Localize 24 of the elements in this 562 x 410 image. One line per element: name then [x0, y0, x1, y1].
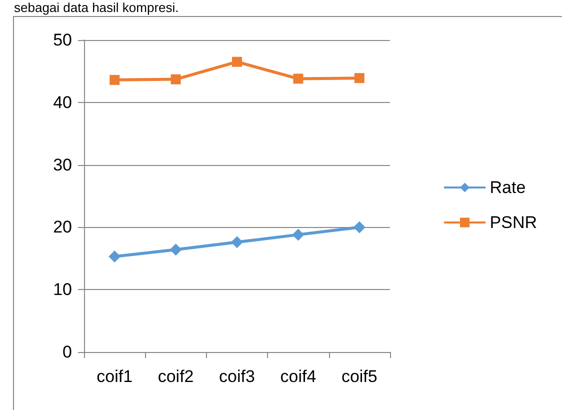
legend-label: PSNR: [490, 213, 538, 232]
text: sebagai data hasil kompresi.: [14, 0, 179, 15]
point: [170, 74, 181, 84]
y-tick-label: 20: [53, 218, 72, 237]
point: [293, 74, 304, 84]
y-tick-label: 50: [53, 30, 72, 50]
x-tick-label: coif3: [219, 367, 255, 386]
point: [292, 228, 304, 241]
point: [110, 74, 120, 85]
y-tick-label: 0: [62, 342, 72, 362]
point: [108, 250, 121, 263]
y-tick-label: 10: [53, 280, 72, 300]
y-tick-label: 40: [53, 92, 72, 112]
point: [353, 221, 366, 234]
point: [231, 236, 243, 248]
x-tick-label: coif2: [158, 367, 194, 386]
point: [354, 73, 364, 84]
point: [170, 244, 182, 256]
x-tick-label: coif4: [280, 367, 316, 386]
x-tick-label: coif5: [341, 367, 378, 386]
point: [232, 56, 242, 67]
legend-label: Rate: [490, 178, 526, 197]
y-tick-label: 30: [53, 155, 72, 174]
x-tick-label: coif1: [96, 367, 133, 386]
